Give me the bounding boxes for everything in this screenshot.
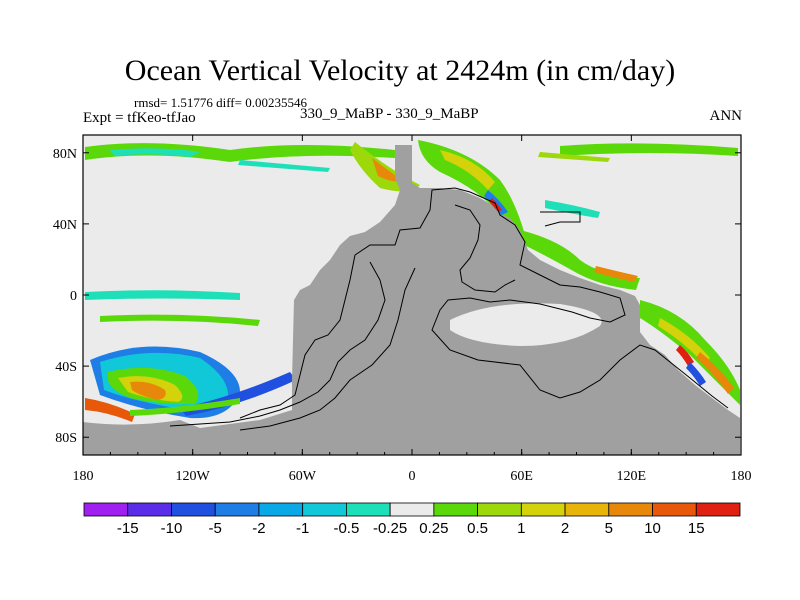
colorbar-label: -5 <box>209 520 222 537</box>
colorbar-label: 0.5 <box>467 520 488 537</box>
arctic-band-east <box>560 143 738 156</box>
equatorial-band-green <box>100 314 260 326</box>
coastline-inner-1 <box>169 261 386 427</box>
land-mask-inner-gap <box>450 303 602 346</box>
colorbar-swatch <box>83 502 129 517</box>
coastline-inner-3 <box>540 211 581 227</box>
arctic-streak-2 <box>538 152 610 162</box>
colorbar <box>83 502 741 517</box>
x-tick-labels: 180 120W 60W 0 60E 120E 180 <box>73 469 752 484</box>
y-tick-label: 0 <box>70 289 77 304</box>
colorbar-label: 0.25 <box>419 520 448 537</box>
map-panel: 180 120W 60W 0 60E 120E 180 80N 40N 0 40S 80S <box>53 134 752 484</box>
colorbar-label: -15 <box>117 520 139 537</box>
equatorial-band-cyan <box>85 290 240 300</box>
land-mask-west-shelf <box>83 420 200 432</box>
y-tick-labels: 80N 40N 0 40S 80S <box>53 147 77 446</box>
colorbar-swatch <box>302 502 347 517</box>
colorbar-swatch <box>652 502 697 517</box>
coastline-inner-2 <box>454 204 516 293</box>
x-tick-label: 0 <box>409 469 416 484</box>
coastline-inner-4 <box>239 267 416 431</box>
colorbar-swatch <box>433 502 479 517</box>
colorbar-swatch <box>389 502 435 517</box>
colorbar-swatch <box>564 502 610 517</box>
east-coast-red <box>676 345 694 366</box>
y-tick-label: 80S <box>55 431 77 446</box>
land-mask <box>292 145 740 455</box>
colorbar-swatch <box>214 502 260 517</box>
east-coast-yellow <box>658 318 710 364</box>
arctic-band-cyan <box>110 148 200 157</box>
x-tick-label: 180 <box>73 469 94 484</box>
case-label: 330_9_MaBP - 330_9_MaBP <box>300 106 479 122</box>
colorbar-swatch <box>608 502 653 517</box>
chart-title: Ocean Vertical Velocity at 2424m (in cm/… <box>124 54 676 87</box>
coastline-americas <box>239 254 356 419</box>
colorbar-swatch <box>171 502 216 517</box>
arctic-streak-1 <box>238 160 330 172</box>
circumpolar-green <box>130 398 240 416</box>
colorbar-label: -0.25 <box>373 520 407 537</box>
colorbar-swatch <box>258 502 304 517</box>
colorbar-swatch <box>695 502 741 517</box>
west-pacific-orange <box>594 266 638 282</box>
x-tick-label: 60E <box>510 469 533 484</box>
experiment-label: Expt = tfKeo-tfJao <box>83 110 196 126</box>
circumpolar-red <box>85 398 135 422</box>
colorbar-label: 2 <box>561 520 569 537</box>
east-coast-orange <box>696 352 734 394</box>
colorbar-label: 1 <box>517 520 525 537</box>
colorbar-swatch <box>127 502 172 517</box>
colorbar-label: -10 <box>161 520 183 537</box>
y-tick-label: 40N <box>53 218 77 233</box>
colorbar-label: -1 <box>296 520 309 537</box>
colorbar-label: -2 <box>252 520 265 537</box>
colorbar-labels: -15 -10 -5 -2 -1 -0.5 -0.25 0.25 0.5 1 2 5 10 15 <box>117 520 705 537</box>
stats-label: rmsd= 1.51776 diff= 0.00235546 <box>134 95 307 110</box>
x-tick-label: 60W <box>289 469 317 484</box>
south-pacific-orange <box>130 381 166 400</box>
coastline-main <box>354 187 729 409</box>
colorbar-label: 15 <box>688 520 705 537</box>
coastlines <box>169 187 729 431</box>
arctic-band-green <box>85 143 395 162</box>
north-atlantic-orange <box>372 158 402 182</box>
y-tick-label: 80N <box>53 147 77 162</box>
land-mask-south <box>83 410 292 455</box>
west-pacific-cyan <box>545 200 600 218</box>
colorbar-label: -0.5 <box>333 520 359 537</box>
colorbar-label: 5 <box>605 520 613 537</box>
colorbar-swatch <box>520 502 566 517</box>
season-label: ANN <box>709 108 743 124</box>
y-tick-label: 40S <box>55 360 77 375</box>
colorbar-swatch <box>477 502 522 517</box>
tick-marks <box>82 135 742 455</box>
nordic-patch-yellow <box>440 150 495 190</box>
x-tick-label: 120W <box>176 469 211 484</box>
colorbar-swatch <box>345 502 391 517</box>
x-tick-label: 180 <box>731 469 752 484</box>
x-tick-label: 120E <box>617 469 647 484</box>
colorbar-label: 10 <box>644 520 661 537</box>
east-coast-blue <box>686 362 706 386</box>
